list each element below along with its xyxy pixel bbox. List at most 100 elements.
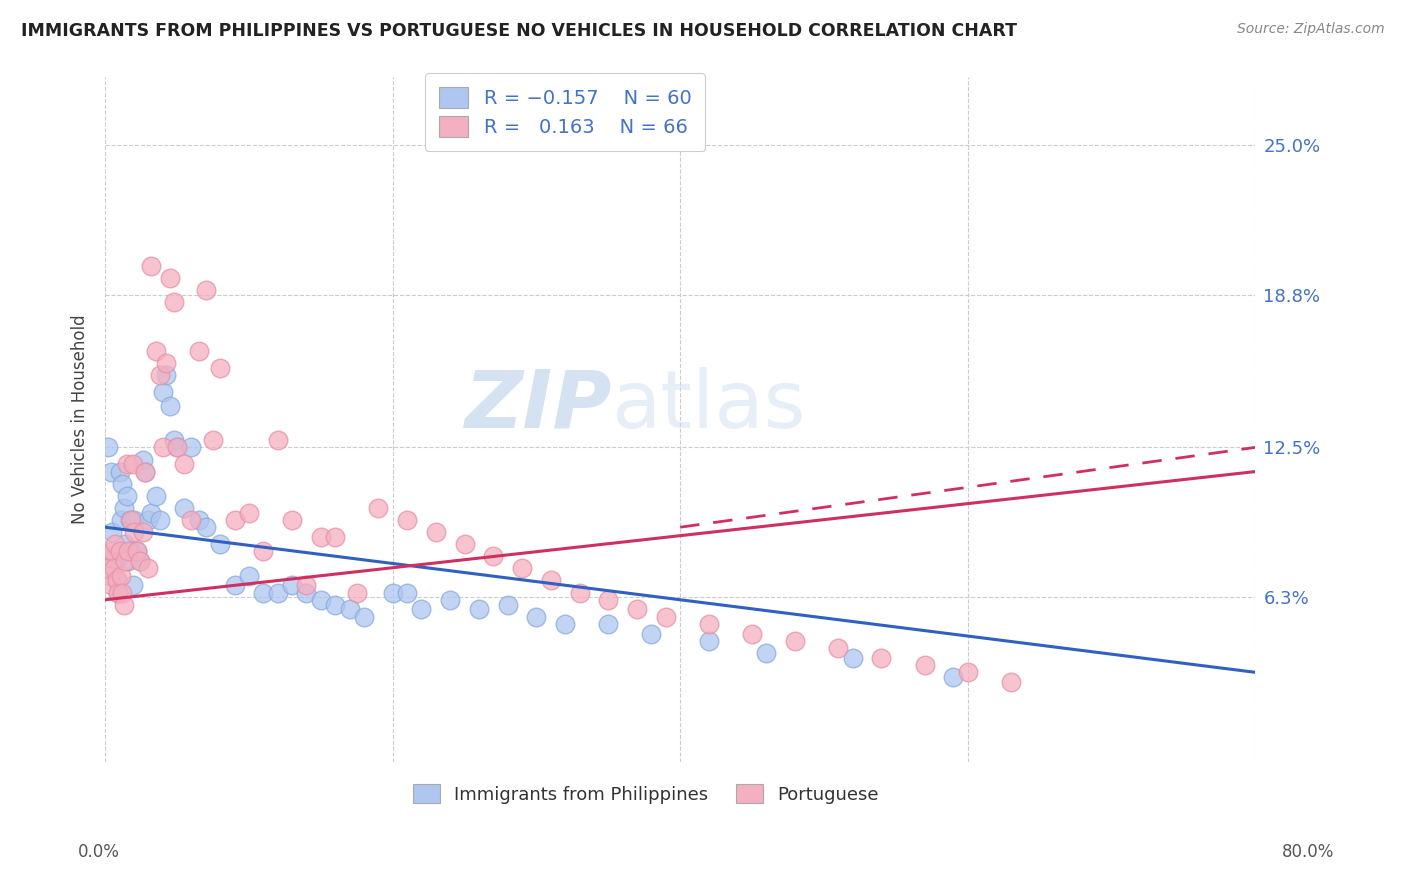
Point xyxy=(155,368,177,382)
Point xyxy=(526,609,548,624)
Point xyxy=(120,513,142,527)
Point xyxy=(510,561,533,575)
Point xyxy=(131,524,153,539)
Point xyxy=(785,633,807,648)
Point xyxy=(121,458,143,472)
Point xyxy=(120,544,142,558)
Text: 0.0%: 0.0% xyxy=(77,843,120,861)
Point xyxy=(411,602,433,616)
Point xyxy=(107,585,129,599)
Point xyxy=(122,513,145,527)
Point xyxy=(281,578,304,592)
Point xyxy=(100,465,122,479)
Point xyxy=(114,537,136,551)
Point xyxy=(914,658,936,673)
Point xyxy=(468,602,491,616)
Point xyxy=(131,452,153,467)
Point xyxy=(118,513,141,527)
Point xyxy=(96,549,118,564)
Point xyxy=(101,524,124,539)
Point xyxy=(942,670,965,684)
Point xyxy=(554,616,576,631)
Point xyxy=(107,585,129,599)
Point xyxy=(166,441,188,455)
Point xyxy=(105,574,128,588)
Point xyxy=(122,524,145,539)
Point xyxy=(145,489,167,503)
Point xyxy=(117,544,139,558)
Point xyxy=(110,513,132,527)
Point xyxy=(117,554,139,568)
Point xyxy=(194,283,217,297)
Point xyxy=(323,598,346,612)
Point xyxy=(108,465,131,479)
Point xyxy=(180,513,202,527)
Text: Source: ZipAtlas.com: Source: ZipAtlas.com xyxy=(1237,22,1385,37)
Point xyxy=(453,537,475,551)
Point xyxy=(104,537,127,551)
Point xyxy=(159,271,181,285)
Point xyxy=(626,602,648,616)
Point xyxy=(755,646,778,660)
Point xyxy=(152,384,174,399)
Point xyxy=(100,578,122,592)
Point xyxy=(281,513,304,527)
Point xyxy=(381,585,404,599)
Point xyxy=(956,665,979,680)
Point xyxy=(209,360,232,375)
Point xyxy=(224,513,246,527)
Point xyxy=(439,592,461,607)
Point xyxy=(187,343,209,358)
Point xyxy=(238,568,260,582)
Point xyxy=(568,585,591,599)
Point xyxy=(396,513,419,527)
Point xyxy=(598,616,620,631)
Legend: Immigrants from Philippines, Portuguese: Immigrants from Philippines, Portuguese xyxy=(402,773,890,814)
Point xyxy=(173,500,195,515)
Point xyxy=(104,554,127,568)
Point xyxy=(482,549,505,564)
Point xyxy=(128,554,150,568)
Text: IMMIGRANTS FROM PHILIPPINES VS PORTUGUESE NO VEHICLES IN HOUSEHOLD CORRELATION C: IMMIGRANTS FROM PHILIPPINES VS PORTUGUES… xyxy=(21,22,1017,40)
Point xyxy=(115,458,138,472)
Point xyxy=(166,441,188,455)
Point xyxy=(134,465,156,479)
Point xyxy=(155,356,177,370)
Text: 80.0%: 80.0% xyxy=(1281,843,1334,861)
Point xyxy=(149,368,172,382)
Point xyxy=(163,295,186,310)
Point xyxy=(141,259,163,273)
Y-axis label: No Vehicles in Household: No Vehicles in Household xyxy=(72,315,89,524)
Point xyxy=(108,544,131,558)
Point xyxy=(295,585,318,599)
Point xyxy=(159,400,181,414)
Point xyxy=(173,458,195,472)
Point xyxy=(827,641,849,656)
Point xyxy=(496,598,519,612)
Point xyxy=(346,585,368,599)
Point xyxy=(396,585,419,599)
Point xyxy=(125,544,148,558)
Point xyxy=(112,598,135,612)
Point xyxy=(339,602,361,616)
Point xyxy=(598,592,620,607)
Point xyxy=(1000,675,1022,690)
Point xyxy=(101,544,124,558)
Text: ZIP: ZIP xyxy=(464,367,612,445)
Point xyxy=(103,549,125,564)
Point xyxy=(655,609,678,624)
Point xyxy=(97,441,120,455)
Point xyxy=(252,585,274,599)
Point xyxy=(98,568,121,582)
Point xyxy=(202,433,225,447)
Point xyxy=(841,650,863,665)
Point xyxy=(105,574,128,588)
Point xyxy=(252,544,274,558)
Point xyxy=(267,433,290,447)
Point xyxy=(309,530,332,544)
Point xyxy=(141,506,163,520)
Point xyxy=(128,554,150,568)
Point xyxy=(114,554,136,568)
Point xyxy=(741,626,763,640)
Point xyxy=(97,561,120,575)
